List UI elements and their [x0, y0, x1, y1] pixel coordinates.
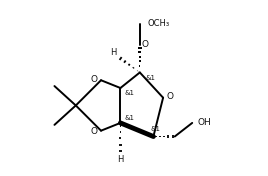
Text: &1: &1 — [124, 115, 134, 121]
Text: O: O — [91, 75, 98, 84]
Text: O: O — [167, 92, 174, 101]
Text: OH: OH — [197, 118, 211, 127]
Text: H: H — [117, 155, 124, 164]
Text: &1: &1 — [146, 75, 155, 81]
Text: O: O — [91, 127, 98, 136]
Text: O: O — [141, 40, 148, 49]
Text: OCH₃: OCH₃ — [148, 18, 170, 27]
Text: &1: &1 — [124, 90, 134, 96]
Text: &1: &1 — [150, 126, 160, 132]
Text: H: H — [110, 48, 117, 57]
